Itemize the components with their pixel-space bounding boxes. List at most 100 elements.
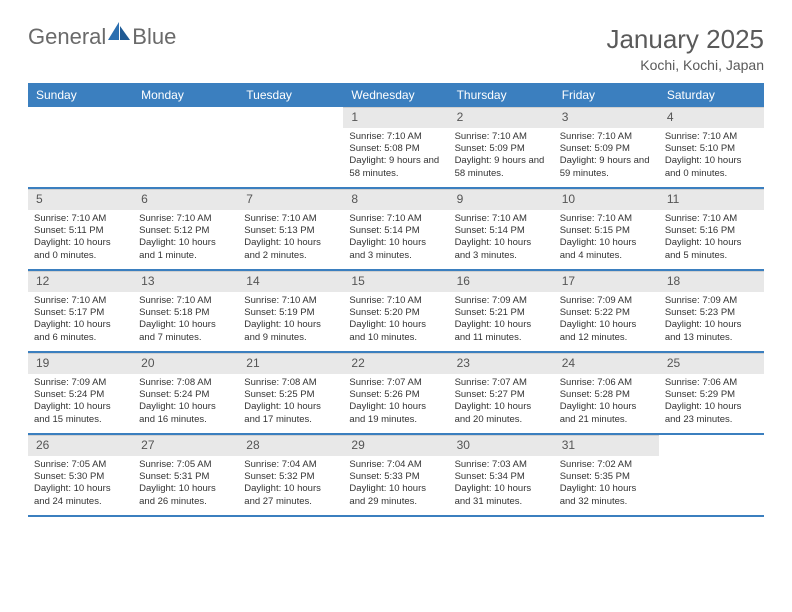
day-number: 15 xyxy=(343,271,448,292)
calendar: Sunday Monday Tuesday Wednesday Thursday… xyxy=(28,83,764,517)
day-cell: 27Sunrise: 7:05 AMSunset: 5:31 PMDayligh… xyxy=(133,435,238,515)
day-number: 6 xyxy=(133,189,238,210)
sunset-text: Sunset: 5:26 PM xyxy=(349,389,442,401)
day-cell: 30Sunrise: 7:03 AMSunset: 5:34 PMDayligh… xyxy=(449,435,554,515)
page-title: January 2025 xyxy=(606,24,764,55)
sunset-text: Sunset: 5:29 PM xyxy=(665,389,758,401)
day-info: Sunrise: 7:09 AMSunset: 5:22 PMDaylight:… xyxy=(554,295,659,344)
daylight-text: Daylight: 10 hours and 11 minutes. xyxy=(455,319,548,344)
brand-logo: General Blue xyxy=(28,24,176,50)
sunrise-text: Sunrise: 7:10 AM xyxy=(34,213,127,225)
sunset-text: Sunset: 5:27 PM xyxy=(455,389,548,401)
day-cell: 26Sunrise: 7:05 AMSunset: 5:30 PMDayligh… xyxy=(28,435,133,515)
day-cell: 14Sunrise: 7:10 AMSunset: 5:19 PMDayligh… xyxy=(238,271,343,351)
sunset-text: Sunset: 5:15 PM xyxy=(560,225,653,237)
day-info: Sunrise: 7:04 AMSunset: 5:32 PMDaylight:… xyxy=(238,459,343,508)
sunset-text: Sunset: 5:34 PM xyxy=(455,471,548,483)
sunrise-text: Sunrise: 7:10 AM xyxy=(349,295,442,307)
week-row: 1Sunrise: 7:10 AMSunset: 5:08 PMDaylight… xyxy=(28,107,764,189)
daylight-text: Daylight: 10 hours and 27 minutes. xyxy=(244,483,337,508)
sunset-text: Sunset: 5:24 PM xyxy=(139,389,232,401)
day-info: Sunrise: 7:08 AMSunset: 5:24 PMDaylight:… xyxy=(133,377,238,426)
day-info: Sunrise: 7:10 AMSunset: 5:17 PMDaylight:… xyxy=(28,295,133,344)
day-info: Sunrise: 7:10 AMSunset: 5:09 PMDaylight:… xyxy=(449,131,554,180)
sunset-text: Sunset: 5:09 PM xyxy=(455,143,548,155)
sunrise-text: Sunrise: 7:09 AM xyxy=(455,295,548,307)
day-number: 27 xyxy=(133,435,238,456)
sunrise-text: Sunrise: 7:08 AM xyxy=(139,377,232,389)
day-cell: 12 Sunrise: 7:10 AMSunset: 5:17 PMDayligh… xyxy=(28,271,133,351)
day-info: Sunrise: 7:10 AMSunset: 5:09 PMDaylight:… xyxy=(554,131,659,180)
day-info: Sunrise: 7:10 AMSunset: 5:11 PMDaylight:… xyxy=(28,213,133,262)
day-number: 3 xyxy=(554,107,659,128)
daylight-text: Daylight: 10 hours and 26 minutes. xyxy=(139,483,232,508)
day-cell: 6Sunrise: 7:10 AMSunset: 5:12 PMDaylight… xyxy=(133,189,238,269)
sunrise-text: Sunrise: 7:10 AM xyxy=(455,213,548,225)
sunrise-text: Sunrise: 7:10 AM xyxy=(244,295,337,307)
day-info: Sunrise: 7:10 AMSunset: 5:18 PMDaylight:… xyxy=(133,295,238,344)
sunset-text: Sunset: 5:10 PM xyxy=(665,143,758,155)
day-cell: 15Sunrise: 7:10 AMSunset: 5:20 PMDayligh… xyxy=(343,271,448,351)
sunset-text: Sunset: 5:31 PM xyxy=(139,471,232,483)
sunset-text: Sunset: 5:28 PM xyxy=(560,389,653,401)
sunrise-text: Sunrise: 7:10 AM xyxy=(560,213,653,225)
sunrise-text: Sunrise: 7:10 AM xyxy=(665,131,758,143)
sunrise-text: Sunrise: 7:10 AM xyxy=(455,131,548,143)
day-cell: 23Sunrise: 7:07 AMSunset: 5:27 PMDayligh… xyxy=(449,353,554,433)
day-number: 12 xyxy=(28,271,133,292)
day-header-row: Sunday Monday Tuesday Wednesday Thursday… xyxy=(28,83,764,107)
day-number: 2 xyxy=(449,107,554,128)
day-number: 29 xyxy=(343,435,448,456)
sunset-text: Sunset: 5:20 PM xyxy=(349,307,442,319)
day-number: 16 xyxy=(449,271,554,292)
sunrise-text: Sunrise: 7:03 AM xyxy=(455,459,548,471)
day-cell: 25Sunrise: 7:06 AMSunset: 5:29 PMDayligh… xyxy=(659,353,764,433)
sunrise-text: Sunrise: 7:07 AM xyxy=(455,377,548,389)
sunset-text: Sunset: 5:14 PM xyxy=(349,225,442,237)
daylight-text: Daylight: 9 hours and 58 minutes. xyxy=(455,155,548,180)
day-cell: 9Sunrise: 7:10 AMSunset: 5:14 PMDaylight… xyxy=(449,189,554,269)
daylight-text: Daylight: 9 hours and 58 minutes. xyxy=(349,155,442,180)
daylight-text: Daylight: 9 hours and 59 minutes. xyxy=(560,155,653,180)
sunrise-text: Sunrise: 7:10 AM xyxy=(349,131,442,143)
day-cell: 21Sunrise: 7:08 AMSunset: 5:25 PMDayligh… xyxy=(238,353,343,433)
header: General Blue January 2025 Kochi, Kochi, … xyxy=(28,24,764,73)
daylight-text: Daylight: 10 hours and 16 minutes. xyxy=(139,401,232,426)
sunrise-text: Sunrise: 7:02 AM xyxy=(560,459,653,471)
sunset-text: Sunset: 5:23 PM xyxy=(665,307,758,319)
day-cell: 28Sunrise: 7:04 AMSunset: 5:32 PMDayligh… xyxy=(238,435,343,515)
day-cell: 8Sunrise: 7:10 AMSunset: 5:14 PMDaylight… xyxy=(343,189,448,269)
day-cell: 4Sunrise: 7:10 AMSunset: 5:10 PMDaylight… xyxy=(659,107,764,187)
sunrise-text: Sunrise: 7:06 AM xyxy=(665,377,758,389)
day-info: Sunrise: 7:10 AMSunset: 5:14 PMDaylight:… xyxy=(343,213,448,262)
day-cell: 22Sunrise: 7:07 AMSunset: 5:26 PMDayligh… xyxy=(343,353,448,433)
day-number: 1 xyxy=(343,107,448,128)
sunset-text: Sunset: 5:11 PM xyxy=(34,225,127,237)
day-number: 22 xyxy=(343,353,448,374)
day-info: Sunrise: 7:06 AMSunset: 5:29 PMDaylight:… xyxy=(659,377,764,426)
sunrise-text: Sunrise: 7:09 AM xyxy=(665,295,758,307)
day-number: 19 xyxy=(28,353,133,374)
calendar-page: General Blue January 2025 Kochi, Kochi, … xyxy=(0,0,792,541)
day-cell: 5 Sunrise: 7:10 AMSunset: 5:11 PMDaylight… xyxy=(28,189,133,269)
day-cell: 11Sunrise: 7:10 AMSunset: 5:16 PMDayligh… xyxy=(659,189,764,269)
day-number: 14 xyxy=(238,271,343,292)
day-info: Sunrise: 7:10 AMSunset: 5:16 PMDaylight:… xyxy=(659,213,764,262)
daylight-text: Daylight: 10 hours and 17 minutes. xyxy=(244,401,337,426)
sunrise-text: Sunrise: 7:10 AM xyxy=(560,131,653,143)
sunrise-text: Sunrise: 7:05 AM xyxy=(34,459,127,471)
day-number: 17 xyxy=(554,271,659,292)
day-number: 5 xyxy=(28,189,133,210)
sunset-text: Sunset: 5:22 PM xyxy=(560,307,653,319)
day-number: 13 xyxy=(133,271,238,292)
daylight-text: Daylight: 10 hours and 5 minutes. xyxy=(665,237,758,262)
day-info: Sunrise: 7:04 AMSunset: 5:33 PMDaylight:… xyxy=(343,459,448,508)
day-number: 24 xyxy=(554,353,659,374)
daylight-text: Daylight: 10 hours and 1 minute. xyxy=(139,237,232,262)
sunset-text: Sunset: 5:30 PM xyxy=(34,471,127,483)
sunset-text: Sunset: 5:08 PM xyxy=(349,143,442,155)
day-info: Sunrise: 7:10 AMSunset: 5:13 PMDaylight:… xyxy=(238,213,343,262)
sunset-text: Sunset: 5:13 PM xyxy=(244,225,337,237)
sunrise-text: Sunrise: 7:04 AM xyxy=(244,459,337,471)
day-info: Sunrise: 7:06 AMSunset: 5:28 PMDaylight:… xyxy=(554,377,659,426)
